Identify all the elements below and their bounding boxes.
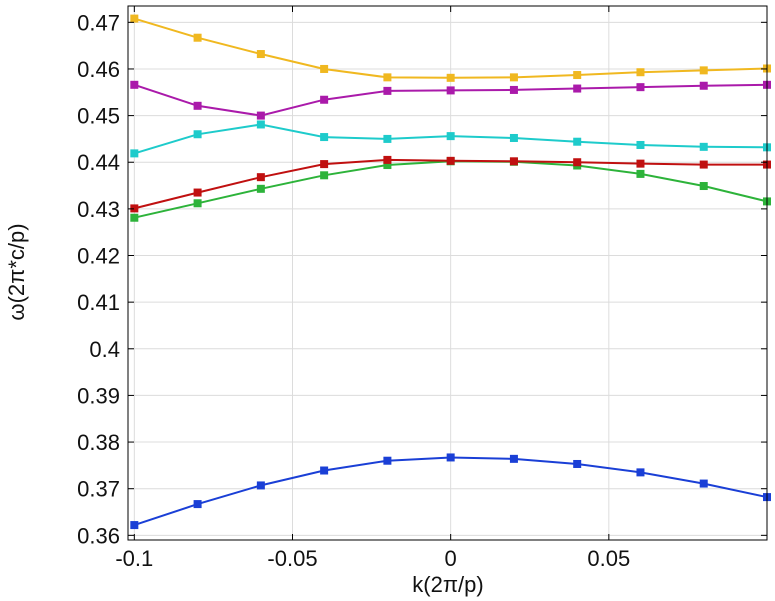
y-tick-label: 0.47 [77,10,120,35]
x-tick-label: 0.05 [587,546,630,571]
data-point [256,184,265,193]
data-point [193,33,202,42]
data-point [509,454,518,463]
data-point [193,101,202,110]
y-tick-label: 0.37 [77,477,120,502]
y-tick-label: 0.4 [89,337,120,362]
x-tick-label: -0.05 [267,546,317,571]
x-tick-label: 0 [445,546,457,571]
data-point [130,204,139,213]
data-point [320,466,329,475]
data-point [256,120,265,129]
data-point [130,521,139,530]
series-band-6 [130,14,771,82]
data-point [699,160,708,169]
data-point [446,453,455,462]
data-point [383,161,392,170]
y-tick-label: 0.44 [77,150,120,175]
data-point [383,86,392,95]
data-point [193,199,202,208]
data-point [130,14,139,23]
series-band-3 [130,155,771,213]
data-point [320,160,329,169]
data-point [573,137,582,146]
y-tick-label: 0.42 [77,244,120,269]
data-point [320,64,329,73]
data-point [383,73,392,82]
y-tick-label: 0.36 [77,523,120,548]
data-point [573,459,582,468]
y-tick-label: 0.46 [77,57,120,82]
data-point [509,73,518,82]
series-band-4 [130,120,771,158]
data-point [256,481,265,490]
y-tick-label: 0.41 [77,290,120,315]
data-point [130,149,139,158]
data-point [573,71,582,80]
y-axis-title: ω(2π*c/p) [4,223,29,320]
x-axis-ticks: -0.1 -0.05 0 0.05 [115,6,630,571]
y-tick-label: 0.43 [77,197,120,222]
data-point [446,156,455,165]
data-point [509,85,518,94]
data-point [509,157,518,166]
data-point [256,173,265,182]
data-point [509,133,518,142]
plot-frame [127,5,768,541]
y-tick-label: 0.38 [77,430,120,455]
x-tick-label: -0.1 [115,546,153,571]
data-point [130,80,139,89]
data-point [320,171,329,180]
data-point [636,83,645,92]
data-point [256,111,265,120]
data-point [383,456,392,465]
data-point [256,50,265,59]
x-axis-title: k(2π/p) [412,572,483,597]
data-point [636,159,645,168]
data-point [383,155,392,164]
data-point [320,133,329,142]
data-point [573,84,582,93]
data-point [320,95,329,104]
y-tick-label: 0.45 [77,104,120,129]
data-point [446,132,455,141]
data-point [699,182,708,191]
data-point [699,66,708,75]
data-point [193,188,202,197]
y-tick-label: 0.39 [77,383,120,408]
data-point [130,213,139,222]
data-point [446,86,455,95]
data-point [193,500,202,509]
data-point [636,140,645,149]
y-axis-ticks: 0.36 0.37 0.38 0.39 0.4 0.41 0.42 0.43 0.44 0.45 0… [77,10,767,548]
data-point [446,73,455,82]
data-point [699,479,708,488]
data-point [636,468,645,477]
data-point [699,81,708,90]
data-point [193,130,202,139]
data-point [636,169,645,178]
data-point [573,158,582,167]
data-point [699,142,708,151]
data-point [636,68,645,77]
data-point [383,134,392,143]
series-group [130,14,771,530]
